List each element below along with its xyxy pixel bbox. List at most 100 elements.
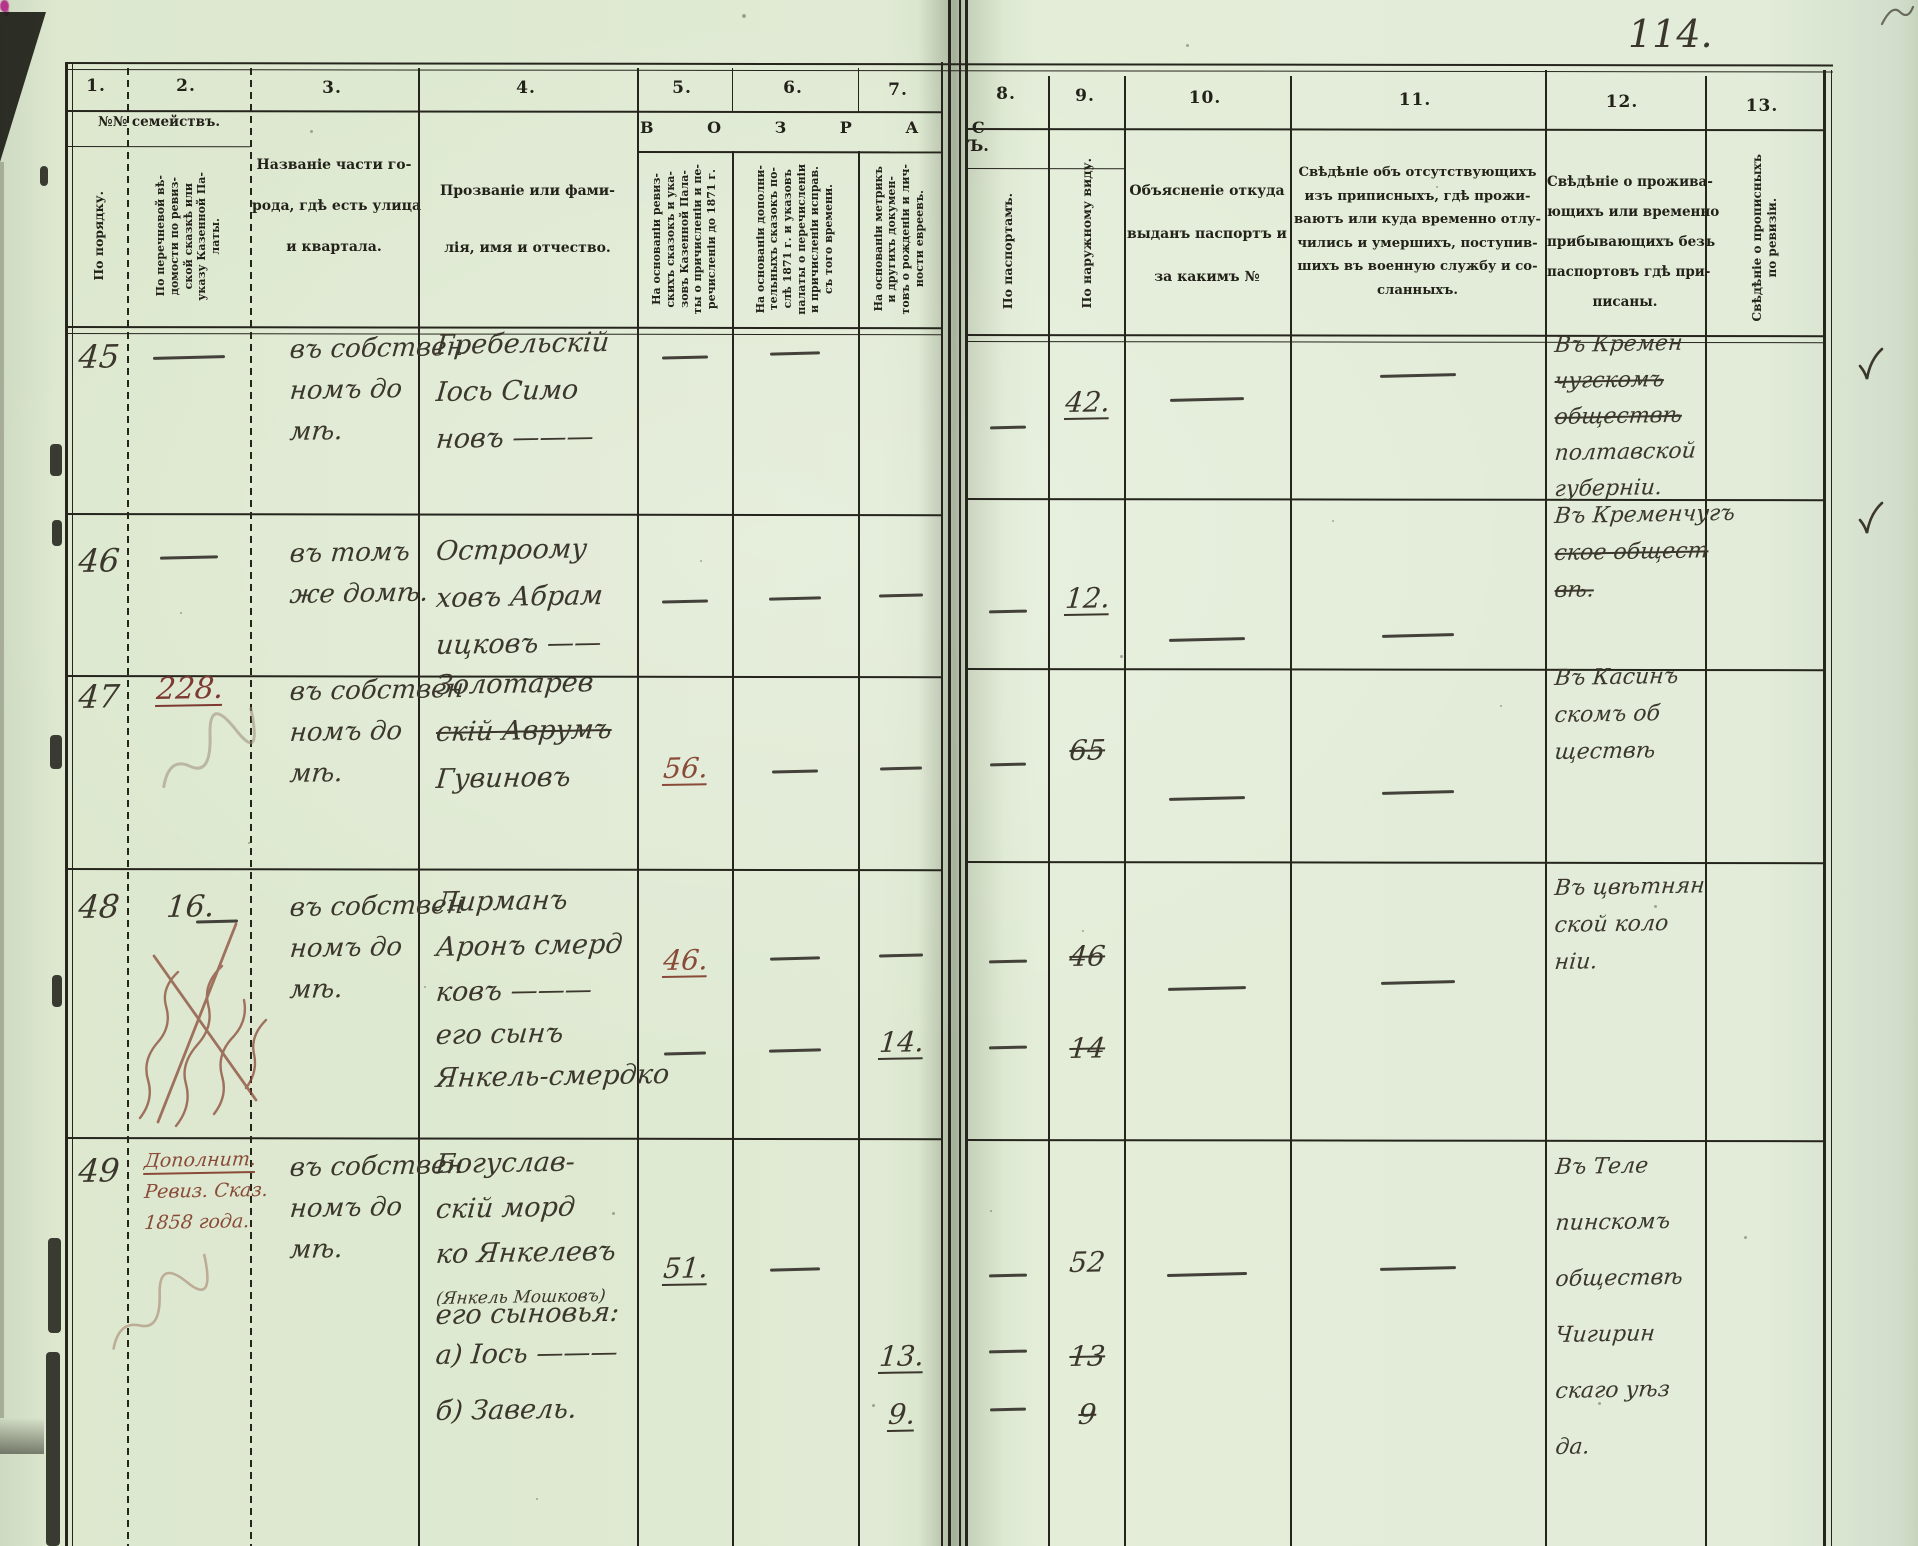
binding-mark bbox=[52, 520, 62, 546]
handwritten-line: ніи. bbox=[1553, 949, 1599, 976]
handwritten-number-text: 51. bbox=[662, 1251, 710, 1285]
handwritten-number: 9. bbox=[858, 1398, 943, 1431]
handwritten-cell: Въ Кремен чугскомъ обществѣ полтавской губер… bbox=[1553, 328, 1698, 508]
grid-line bbox=[858, 151, 860, 1546]
handwritten-line: пинскомъ bbox=[1554, 1209, 1672, 1237]
paper-speck bbox=[1436, 186, 1438, 188]
header-line: скихъ сказокъ и ука- bbox=[664, 170, 678, 308]
paper-speck bbox=[536, 1498, 538, 1500]
handwritten-cell: Лирманъ Аронъ смерд ковъ ——— bbox=[434, 880, 624, 1015]
handwritten-line: скомъ об bbox=[1553, 701, 1662, 729]
grid-line bbox=[1823, 70, 1826, 1546]
handwritten-line: Золотарев bbox=[434, 667, 595, 702]
grid-line bbox=[948, 0, 952, 1546]
header-line: На основаніи ревиз- bbox=[650, 173, 664, 305]
paper-speck bbox=[248, 842, 250, 844]
handwritten-line: Въ Теле bbox=[1554, 1153, 1650, 1181]
handwritten-number-text: 48 bbox=[77, 887, 122, 926]
header-line: изъ приписныхъ, гдѣ прожи- bbox=[1304, 188, 1531, 204]
handwritten-number: 49 bbox=[68, 1151, 127, 1190]
column-number: 6. bbox=[783, 78, 803, 98]
margin-marks bbox=[0, 5, 1918, 1546]
col1-header-text: По порядку. bbox=[91, 191, 107, 281]
handwritten-number-text: 42. bbox=[1063, 385, 1112, 419]
handwritten-line: чугскомъ bbox=[1553, 367, 1666, 395]
grid-line bbox=[1545, 70, 1547, 1546]
binding-strip bbox=[0, 162, 4, 1418]
column-number: 1. bbox=[86, 76, 106, 96]
handwritten-line: скій морд bbox=[434, 1191, 577, 1226]
col8-header-text: По паспортамъ. bbox=[999, 192, 1015, 310]
handwritten-line: Аронъ смерд bbox=[434, 928, 624, 964]
header-line: по ревизіи. bbox=[1764, 198, 1779, 278]
col5-header: На основаніи ревиз-скихъ сказокъ и ука-з… bbox=[640, 156, 730, 322]
col8-header: По паспортамъ. bbox=[970, 172, 1046, 330]
header-line: шихъ въ военную службу и со- bbox=[1297, 259, 1538, 274]
binding-mark bbox=[40, 166, 48, 186]
handwritten-line: Дополнит. bbox=[143, 1148, 258, 1173]
grid-line bbox=[67, 146, 251, 148]
handwritten-line: Остроому bbox=[434, 533, 589, 568]
grid-line bbox=[959, 0, 961, 1546]
handwritten-number: 51. bbox=[637, 1251, 732, 1285]
binding-mark bbox=[48, 1238, 61, 1333]
crimson-ink-dot bbox=[0, 0, 9, 12]
families-header: №№ семействъ. bbox=[97, 114, 221, 130]
handwritten-number: 14. bbox=[858, 1025, 943, 1059]
handwritten-line: новъ ——— bbox=[434, 421, 596, 456]
handwritten-line: же домѣ. bbox=[288, 577, 430, 611]
handwritten-line: Янкель-смердко bbox=[434, 1058, 671, 1095]
handwritten-line: вѣ. bbox=[1553, 577, 1596, 604]
grid-line bbox=[1048, 76, 1050, 1546]
handwritten-cell: Золотарев скій Аврумъ Гувиновъ bbox=[434, 662, 613, 803]
handwritten-number: 56. bbox=[637, 751, 732, 785]
header-line: указу Казенной Па- bbox=[195, 171, 209, 301]
handwritten-cell: Въ Теле пинскомъ обществѣ Чигирин скаго уѣз д… bbox=[1553, 1140, 1684, 1476]
margin-checkmark bbox=[1858, 347, 1884, 380]
handwritten-line: Въ цвѣтнян bbox=[1553, 873, 1706, 902]
paper-speck bbox=[1332, 520, 1334, 522]
header-line: прибывающихъ безъ bbox=[1547, 234, 1716, 250]
header-line: По перечневой вѣ- bbox=[154, 175, 168, 297]
handwritten-line: обществѣ bbox=[1553, 402, 1684, 431]
binding-mark bbox=[52, 975, 62, 1007]
grid-line bbox=[1705, 76, 1707, 1546]
grid-line bbox=[941, 62, 944, 1546]
grid-line bbox=[418, 68, 420, 1546]
handwritten-number-text: 47 bbox=[77, 677, 122, 716]
handwritten-cell: въ томъ же домѣ. bbox=[288, 534, 430, 616]
handwritten-number-text: 46 bbox=[77, 541, 122, 580]
paper-speck bbox=[424, 986, 426, 988]
handwritten-line: обществѣ bbox=[1554, 1264, 1684, 1293]
grid-line bbox=[1290, 76, 1292, 1546]
column-number: 3. bbox=[322, 78, 342, 98]
header-line: На основаніи метрикъ bbox=[871, 166, 885, 312]
handwritten-line: Гребельскій bbox=[434, 326, 611, 362]
header-line: выданъ паспортъ и bbox=[1127, 226, 1287, 242]
header-line: слѣ 1871 г. и указовъ bbox=[780, 169, 794, 309]
column-number: 11. bbox=[1398, 90, 1432, 110]
header-line: Свѣдѣніе объ отсутствующихъ bbox=[1298, 165, 1537, 180]
paper-speck bbox=[1744, 1236, 1747, 1239]
red-ink-scribble-crossed-out bbox=[138, 922, 268, 1128]
col9-header: По наружному виду. bbox=[1052, 134, 1122, 332]
handwritten-cell: его сынъ Янкель-смердко bbox=[434, 1014, 671, 1100]
header-line: Прозваніе или фами- bbox=[440, 183, 615, 199]
column-number: 8. bbox=[996, 84, 1016, 104]
header-line: речисленіи до 1871 г. bbox=[704, 168, 718, 310]
handwritten-number: 52 bbox=[1048, 1245, 1124, 1279]
paper-speck bbox=[1598, 1402, 1601, 1405]
handwritten-line: скій Аврумъ bbox=[434, 713, 614, 749]
handwritten-number-text: 46. bbox=[662, 943, 710, 977]
header-line: и квартала. bbox=[286, 239, 382, 255]
paper-speck bbox=[872, 1404, 875, 1407]
paper-speck bbox=[310, 130, 313, 133]
handwritten-line: Іось Симо bbox=[434, 374, 580, 409]
header-line: Объясненіе откуда bbox=[1129, 183, 1285, 199]
handwritten-number: 9 bbox=[1048, 1398, 1124, 1431]
grid-line bbox=[127, 68, 129, 1546]
age-span-header-left: В О З Р А С bbox=[640, 118, 1009, 137]
handwritten-number: 46 bbox=[68, 541, 127, 580]
header-line: съ того времени. bbox=[821, 184, 835, 294]
paper-speck bbox=[905, 238, 907, 240]
